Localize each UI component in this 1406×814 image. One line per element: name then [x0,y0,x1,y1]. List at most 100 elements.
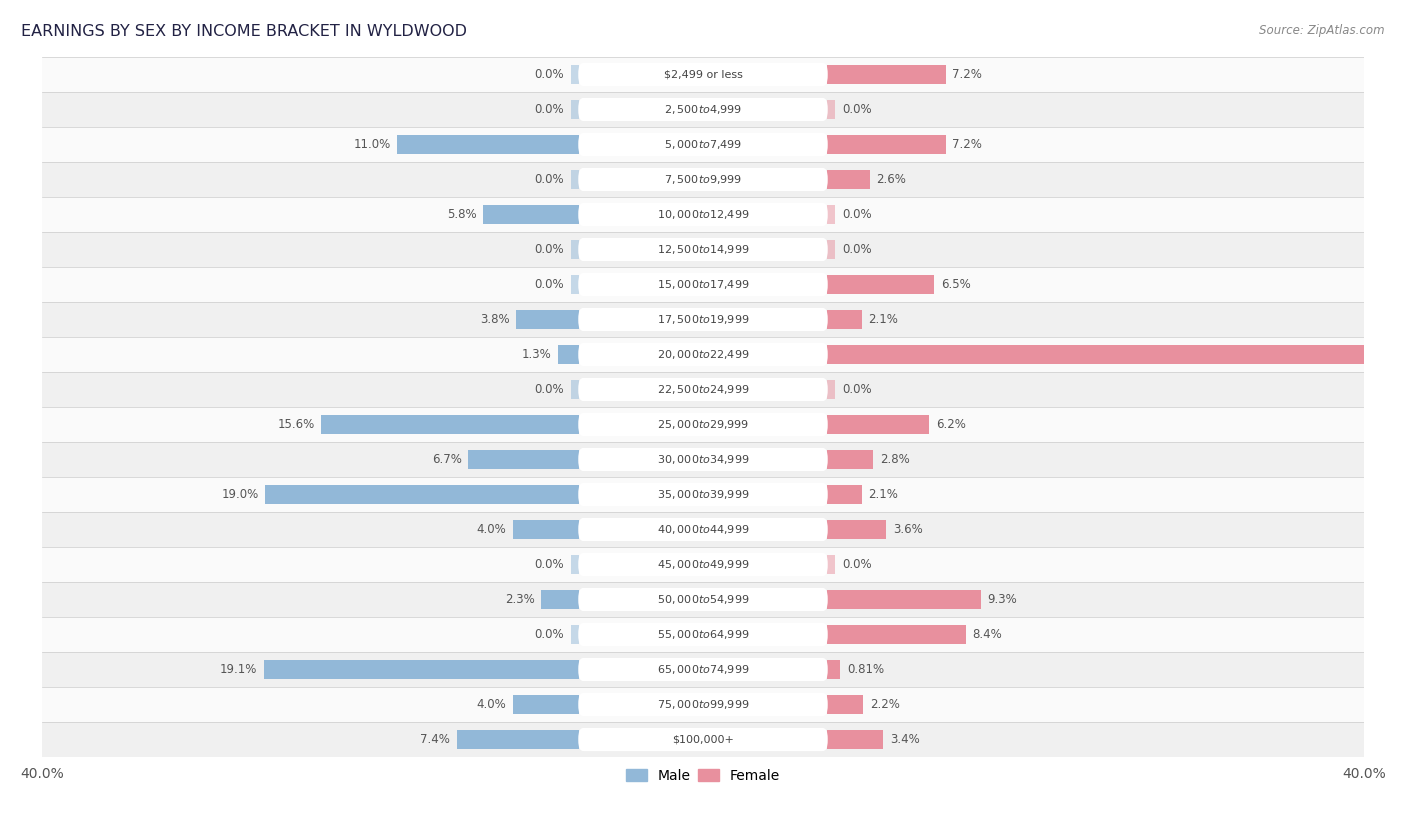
FancyBboxPatch shape [42,92,1364,127]
Text: 5.8%: 5.8% [447,208,477,221]
Bar [571,625,579,644]
Bar [827,520,886,539]
Text: 1.3%: 1.3% [522,348,551,361]
Text: 11.0%: 11.0% [353,138,391,151]
Text: 2.8%: 2.8% [880,453,910,466]
Text: $12,500 to $14,999: $12,500 to $14,999 [657,243,749,256]
FancyBboxPatch shape [578,553,828,576]
Bar [827,415,929,434]
Bar [827,450,873,469]
Text: $2,499 or less: $2,499 or less [664,69,742,80]
Text: $2,500 to $4,999: $2,500 to $4,999 [664,103,742,116]
FancyBboxPatch shape [578,273,828,296]
FancyBboxPatch shape [42,197,1364,232]
Bar [457,730,579,749]
Text: $15,000 to $17,499: $15,000 to $17,499 [657,278,749,291]
Bar [827,485,862,504]
FancyBboxPatch shape [578,483,828,506]
FancyBboxPatch shape [578,133,828,156]
Bar [827,100,835,119]
FancyBboxPatch shape [42,687,1364,722]
Bar [558,345,579,364]
Text: 0.0%: 0.0% [842,243,872,256]
FancyBboxPatch shape [578,448,828,471]
Text: 2.3%: 2.3% [505,593,534,606]
FancyBboxPatch shape [578,728,828,751]
FancyBboxPatch shape [42,302,1364,337]
Bar [571,100,579,119]
Text: 0.0%: 0.0% [534,278,564,291]
Text: 6.2%: 6.2% [936,418,966,431]
Text: 0.0%: 0.0% [534,103,564,116]
Text: $5,000 to $7,499: $5,000 to $7,499 [664,138,742,151]
Text: 4.0%: 4.0% [477,523,506,536]
FancyBboxPatch shape [42,127,1364,162]
Text: Source: ZipAtlas.com: Source: ZipAtlas.com [1260,24,1385,37]
FancyBboxPatch shape [578,343,828,366]
FancyBboxPatch shape [578,623,828,646]
Bar [827,730,883,749]
Text: 0.0%: 0.0% [534,628,564,641]
FancyBboxPatch shape [42,582,1364,617]
Bar [827,555,835,574]
FancyBboxPatch shape [578,518,828,541]
Text: $100,000+: $100,000+ [672,734,734,745]
Bar [827,695,863,714]
FancyBboxPatch shape [42,372,1364,407]
Text: 19.0%: 19.0% [221,488,259,501]
Bar [827,240,835,259]
Text: EARNINGS BY SEX BY INCOME BRACKET IN WYLDWOOD: EARNINGS BY SEX BY INCOME BRACKET IN WYL… [21,24,467,39]
FancyBboxPatch shape [42,162,1364,197]
Bar [322,415,579,434]
FancyBboxPatch shape [42,617,1364,652]
Bar [827,345,1406,364]
FancyBboxPatch shape [578,658,828,681]
Text: $40,000 to $44,999: $40,000 to $44,999 [657,523,749,536]
Text: $22,500 to $24,999: $22,500 to $24,999 [657,383,749,396]
Bar [571,240,579,259]
Text: 7.2%: 7.2% [952,68,983,81]
Text: $35,000 to $39,999: $35,000 to $39,999 [657,488,749,501]
Text: 6.7%: 6.7% [432,453,461,466]
Bar [516,310,579,329]
Text: 0.0%: 0.0% [842,103,872,116]
FancyBboxPatch shape [578,413,828,436]
FancyBboxPatch shape [578,168,828,191]
Bar [398,135,579,154]
FancyBboxPatch shape [578,308,828,331]
Text: 15.6%: 15.6% [277,418,315,431]
Bar [541,590,579,609]
Text: $65,000 to $74,999: $65,000 to $74,999 [657,663,749,676]
Bar [513,520,579,539]
FancyBboxPatch shape [42,512,1364,547]
Text: 8.4%: 8.4% [973,628,1002,641]
FancyBboxPatch shape [42,232,1364,267]
Bar [827,65,946,84]
Bar [827,275,934,294]
FancyBboxPatch shape [42,407,1364,442]
FancyBboxPatch shape [578,238,828,261]
Bar [266,485,579,504]
Text: $25,000 to $29,999: $25,000 to $29,999 [657,418,749,431]
FancyBboxPatch shape [42,267,1364,302]
Text: 0.81%: 0.81% [846,663,884,676]
Legend: Male, Female: Male, Female [620,764,786,789]
FancyBboxPatch shape [578,588,828,611]
Text: $30,000 to $34,999: $30,000 to $34,999 [657,453,749,466]
Bar [571,380,579,399]
Text: 2.2%: 2.2% [870,698,900,711]
FancyBboxPatch shape [42,477,1364,512]
Bar [484,205,579,224]
Text: 3.4%: 3.4% [890,733,920,746]
Bar [827,170,870,189]
FancyBboxPatch shape [578,98,828,121]
Text: $7,500 to $9,999: $7,500 to $9,999 [664,173,742,186]
Text: 0.0%: 0.0% [534,243,564,256]
FancyBboxPatch shape [42,722,1364,757]
Text: $20,000 to $22,499: $20,000 to $22,499 [657,348,749,361]
FancyBboxPatch shape [42,652,1364,687]
FancyBboxPatch shape [578,203,828,226]
FancyBboxPatch shape [578,693,828,716]
Text: $45,000 to $49,999: $45,000 to $49,999 [657,558,749,571]
Bar [827,135,946,154]
